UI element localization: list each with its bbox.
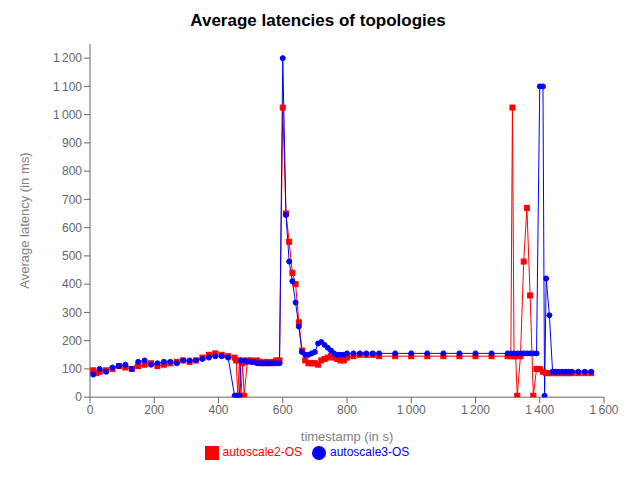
svg-text:300: 300 — [62, 306, 82, 320]
svg-text:900: 900 — [62, 136, 82, 150]
svg-text:100: 100 — [62, 362, 82, 376]
svg-text:1 600: 1 600 — [589, 403, 618, 417]
svg-text:800: 800 — [337, 403, 357, 417]
svg-text:500: 500 — [62, 249, 82, 263]
html-text:Average latencies of topologie: Average latencies of topologies — [190, 11, 446, 30]
svg-text:timestamp (in s): timestamp (in s) — [301, 429, 393, 444]
svg-text:1 000: 1 000 — [397, 403, 426, 417]
svg-text:700: 700 — [62, 193, 82, 207]
html-text:autoscale3-OS: autoscale3-OS — [330, 445, 410, 460]
svg-text:800: 800 — [62, 164, 82, 178]
svg-text:600: 600 — [62, 221, 82, 235]
svg-text:0: 0 — [87, 403, 94, 417]
html-text:autoscale2-OS: autoscale2-OS — [222, 445, 302, 460]
svg-text:Average latency (in ms): Average latency (in ms) — [17, 152, 32, 288]
svg-text:1 400: 1 400 — [525, 403, 554, 417]
svg-text:400: 400 — [62, 277, 82, 291]
svg-text:200: 200 — [62, 334, 82, 348]
svg-text:400: 400 — [208, 403, 228, 417]
svg-text:1 100: 1 100 — [53, 80, 82, 94]
svg-text:200: 200 — [144, 403, 164, 417]
svg-text:600: 600 — [273, 403, 293, 417]
svg-text:1 200: 1 200 — [461, 403, 490, 417]
svg-text:1 000: 1 000 — [53, 108, 82, 122]
svg-text:1 200: 1 200 — [53, 51, 82, 65]
svg-text:0: 0 — [75, 390, 82, 404]
